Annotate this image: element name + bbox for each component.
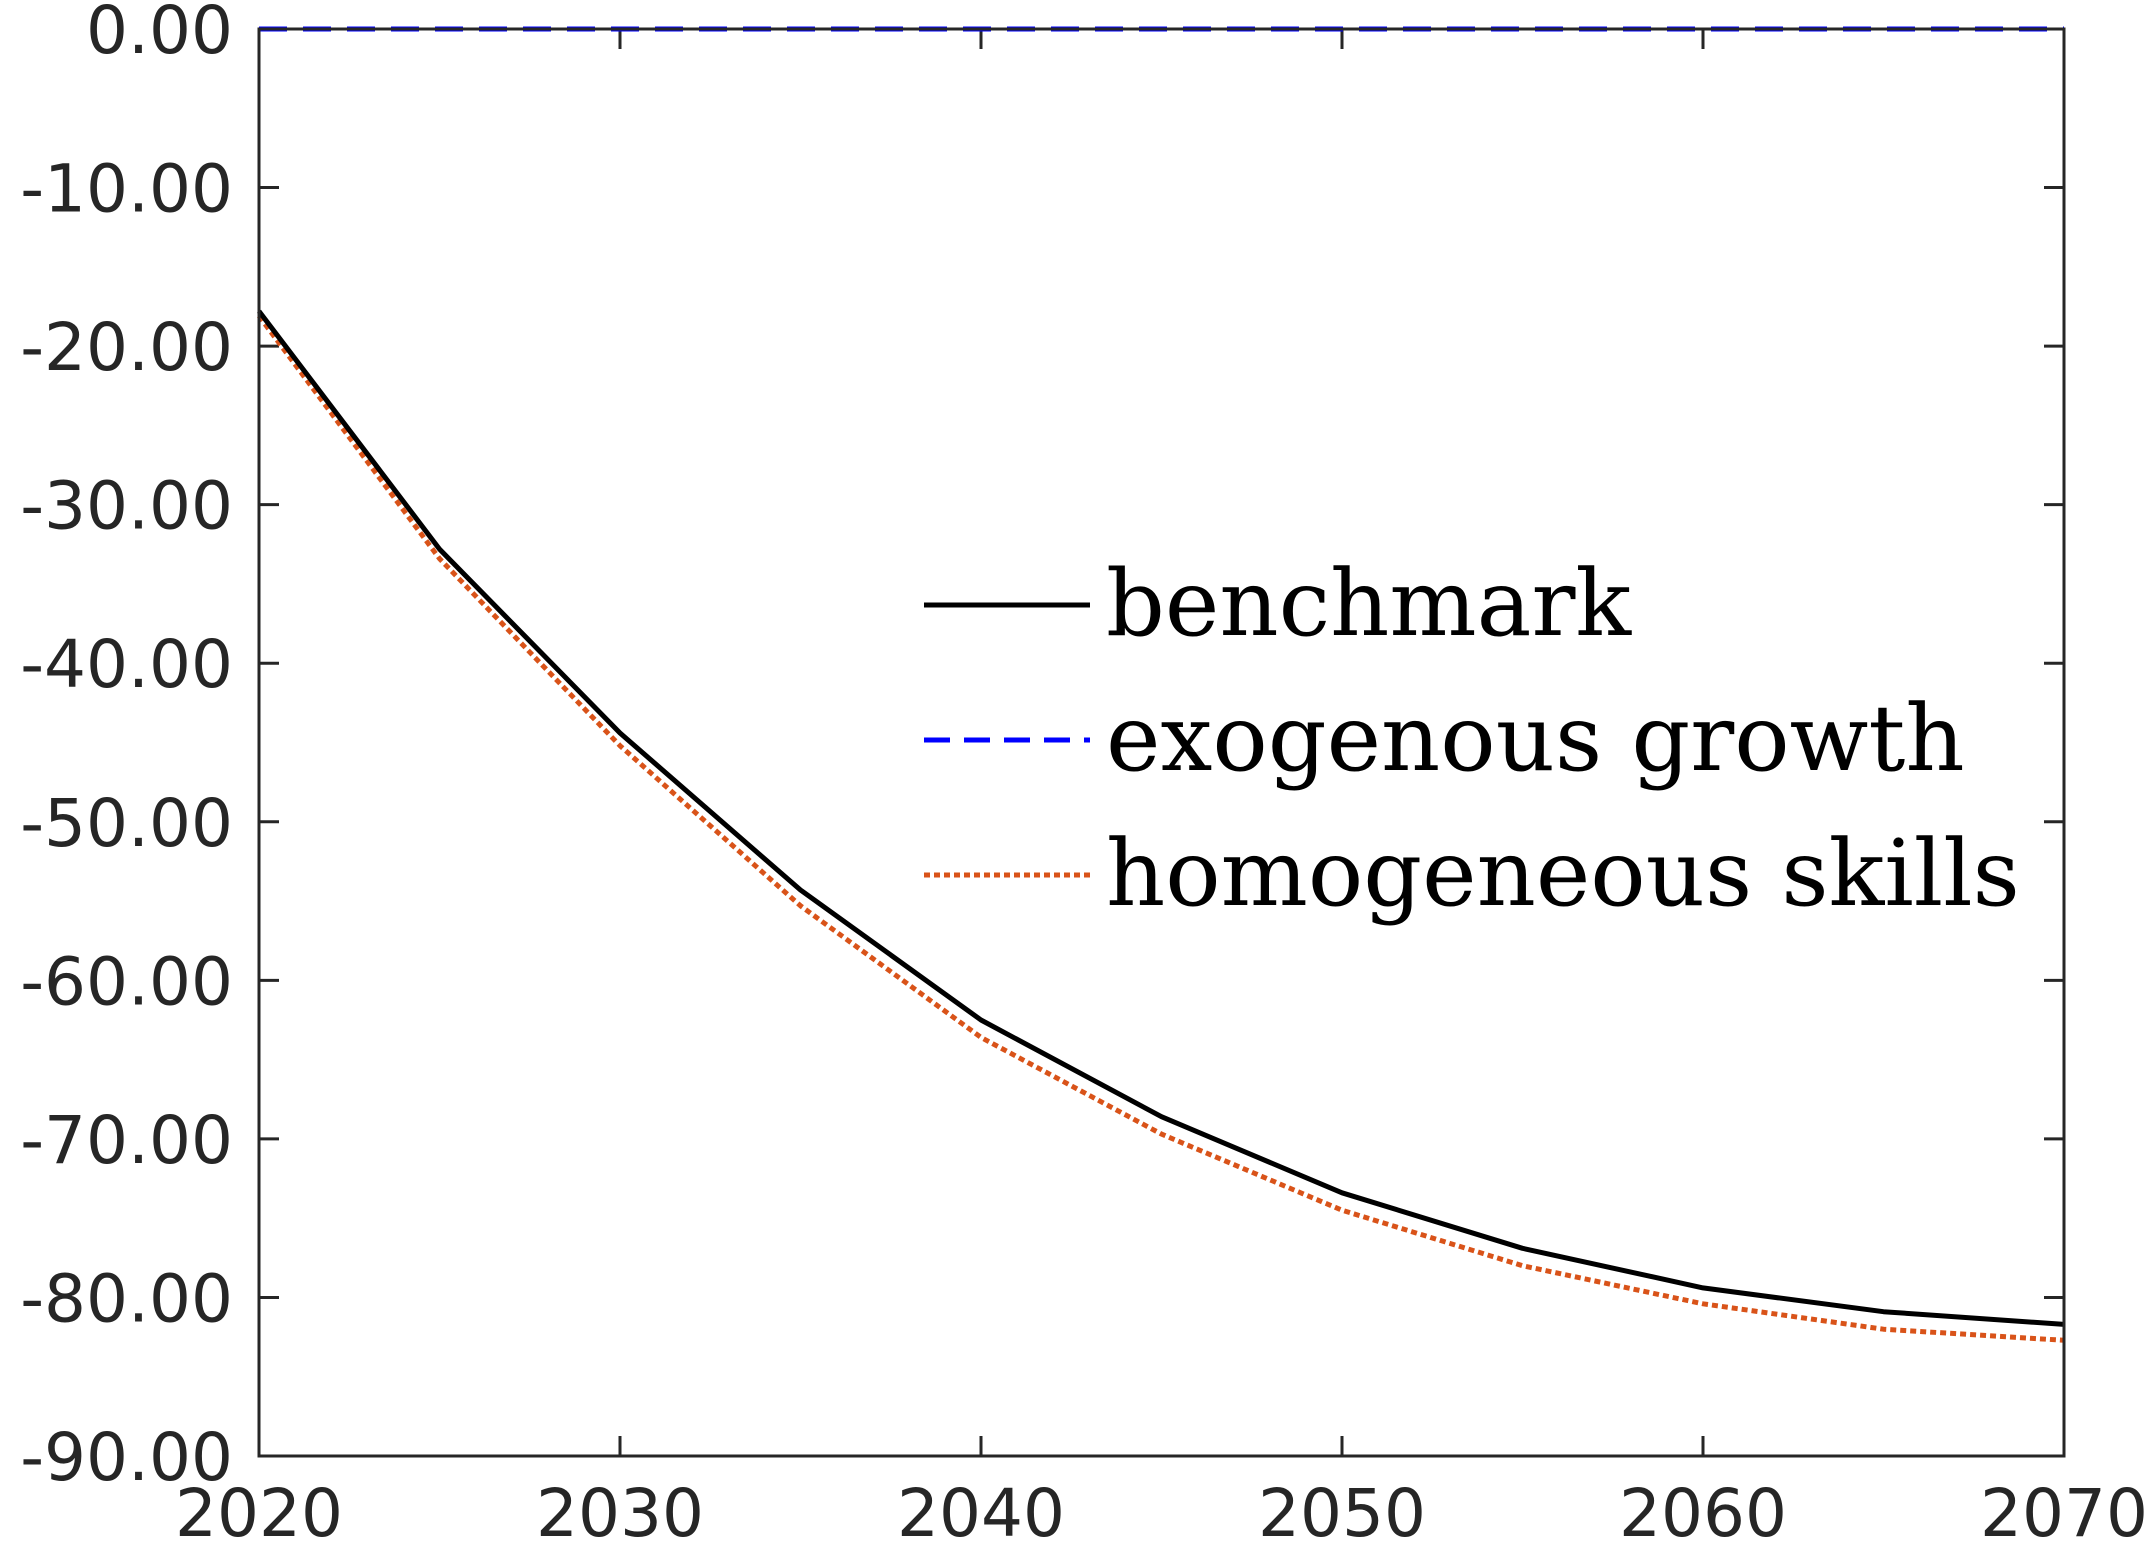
y-tick-label: -40.00 xyxy=(20,626,233,703)
x-tick-label: 2070 xyxy=(1980,1475,2148,1552)
y-tick-label: -80.00 xyxy=(20,1260,233,1337)
series-line-homogeneous-skills xyxy=(256,314,2065,1343)
y-tick-label: 0.00 xyxy=(86,0,233,69)
x-tick-label: 2050 xyxy=(1258,1475,1426,1552)
y-tick-label: -60.00 xyxy=(20,943,233,1020)
x-tick-label: 2030 xyxy=(536,1475,704,1552)
legend: benchmark exogenous growth homogeneous ski… xyxy=(924,550,2020,927)
legend-label: homogeneous skills xyxy=(1106,820,2020,927)
x-tick-label: 2040 xyxy=(897,1475,1065,1552)
legend-label: exogenous growth xyxy=(1106,685,1965,792)
y-tick-label: -70.00 xyxy=(20,1102,233,1179)
y-tick-label: -30.00 xyxy=(20,468,233,545)
x-tick-label: 2060 xyxy=(1619,1475,1787,1552)
series-line-benchmark xyxy=(257,309,2065,1327)
y-tick-label: -10.00 xyxy=(20,151,233,228)
tick-labels: 2020 2030 2040 2050 2060 2070 0.00 -10.00 -20.00… xyxy=(20,0,2148,1552)
plot-frame xyxy=(257,27,2066,1458)
legend-label: benchmark xyxy=(1106,550,1632,657)
y-tick-label: -20.00 xyxy=(20,309,233,386)
y-tick-label: -90.00 xyxy=(20,1419,233,1496)
y-tick-label: -50.00 xyxy=(20,785,233,862)
x-tick-label: 2020 xyxy=(175,1475,343,1552)
